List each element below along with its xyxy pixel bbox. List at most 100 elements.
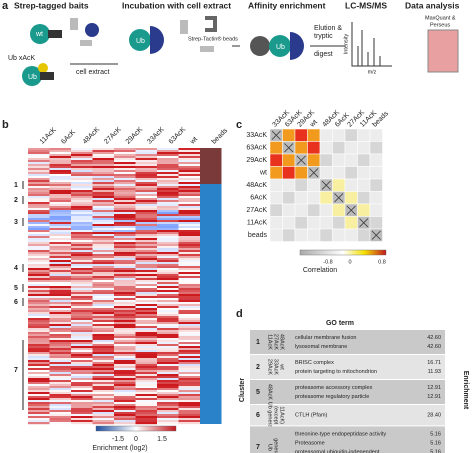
heat-cell xyxy=(49,288,72,291)
heat-cell xyxy=(157,172,179,175)
heat-cell xyxy=(135,172,158,175)
heat-cell xyxy=(71,240,93,243)
heat-cell xyxy=(157,170,179,173)
heat-cell xyxy=(157,352,179,355)
heat-cell xyxy=(49,276,72,279)
heat-cell xyxy=(49,198,72,201)
heat-cell xyxy=(157,382,179,385)
heat-cell xyxy=(71,258,93,261)
heat-cell xyxy=(178,232,201,235)
heat-cell xyxy=(178,220,201,223)
heat-cell xyxy=(157,306,179,309)
heat-cell xyxy=(28,178,50,181)
heat-cell xyxy=(28,254,50,257)
heat-cell xyxy=(28,338,50,341)
heat-cell xyxy=(28,364,50,367)
heat-cell xyxy=(92,292,115,295)
heat-cell xyxy=(92,290,115,293)
heat-cell xyxy=(135,202,158,205)
heat-cell xyxy=(28,344,50,347)
column-label: 27AcK xyxy=(103,126,123,146)
column-label: 48AcK xyxy=(82,126,102,146)
heat-cell xyxy=(92,406,115,409)
corr-cell xyxy=(307,178,321,192)
heat-cell xyxy=(92,300,115,303)
colorbar-tick: 0.8 xyxy=(378,259,386,265)
heat-cell xyxy=(92,194,115,197)
heat-cell xyxy=(92,316,115,319)
heat-cell xyxy=(71,356,93,359)
protein xyxy=(200,46,214,52)
heat-cell xyxy=(135,390,158,393)
heat-cell xyxy=(92,420,115,423)
corr-cell xyxy=(294,228,308,242)
column-label: 29AcK xyxy=(125,126,145,146)
heat-cell xyxy=(28,212,50,215)
heat-cell xyxy=(178,152,201,155)
heat-cell xyxy=(28,184,50,187)
heat-cell xyxy=(71,368,93,371)
heat-cell xyxy=(157,374,179,377)
heat-cell xyxy=(178,276,201,279)
heat-cell xyxy=(92,288,115,291)
heat-cell xyxy=(71,218,93,221)
bait-label: Ub xyxy=(28,74,37,81)
heat-cell xyxy=(92,250,115,253)
heat-cell xyxy=(135,204,158,207)
heat-cell xyxy=(114,326,136,329)
heat-cell xyxy=(157,206,179,209)
heat-cell xyxy=(157,330,179,333)
bait-label: 11AcK xyxy=(267,334,273,350)
heat-cell xyxy=(178,214,201,217)
acetyl xyxy=(38,63,48,73)
heat-cell xyxy=(71,292,93,295)
heat-cell xyxy=(49,258,72,261)
heat-cell xyxy=(71,154,93,157)
heat-cell xyxy=(28,174,50,177)
heat-cell xyxy=(114,174,136,177)
heat-cell xyxy=(157,182,179,185)
heat-cell xyxy=(157,362,179,365)
heat-cell xyxy=(114,314,136,317)
heat-cell xyxy=(92,242,115,245)
heat-cell xyxy=(135,310,158,313)
heat-cell xyxy=(28,232,50,235)
heat-cell xyxy=(92,272,115,275)
heat-cell xyxy=(28,154,50,157)
heat-cell xyxy=(49,388,72,391)
heat-cell xyxy=(114,220,136,223)
heat-cell xyxy=(92,344,115,347)
heat-cell xyxy=(157,302,179,305)
heat-cell xyxy=(157,252,179,255)
heat-cell xyxy=(178,284,201,287)
heat-cell xyxy=(135,402,158,405)
heat-cell xyxy=(135,244,158,247)
heat-cell xyxy=(71,178,93,181)
heat-cell xyxy=(71,190,93,193)
heat-cell xyxy=(28,290,50,293)
heat-cell xyxy=(71,236,93,239)
heat-cell xyxy=(71,168,93,171)
heat-cell xyxy=(157,192,179,195)
heat-cell xyxy=(157,358,179,361)
heat-cell xyxy=(71,406,93,409)
bead xyxy=(250,36,270,56)
heat-cell xyxy=(49,230,72,233)
heat-cell xyxy=(92,202,115,205)
heat-cell xyxy=(49,166,72,169)
heat-cell xyxy=(178,194,201,197)
heat-cell xyxy=(92,158,115,161)
heat-cell xyxy=(157,246,179,249)
heat-cell xyxy=(71,204,93,207)
heat-cell xyxy=(49,268,72,271)
heat-cell xyxy=(92,330,115,333)
heat-cell xyxy=(114,148,136,151)
heat-cell xyxy=(92,216,115,219)
corr-cell xyxy=(307,191,321,205)
heat-cell xyxy=(178,386,201,389)
cluster-label: 2 xyxy=(14,197,18,204)
heat-cell xyxy=(49,392,72,395)
heat-cell xyxy=(178,186,201,189)
heat-cell xyxy=(135,392,158,395)
